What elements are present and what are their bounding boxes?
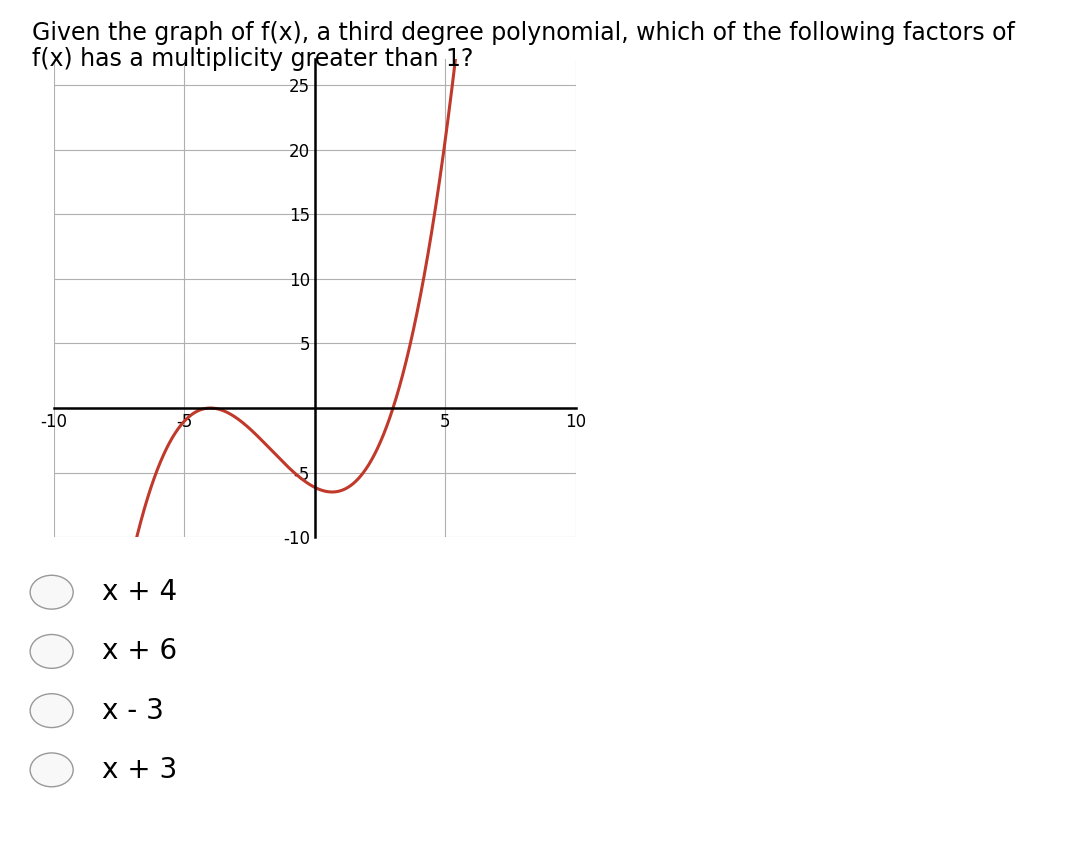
- Text: x + 6: x + 6: [102, 637, 178, 666]
- Text: x - 3: x - 3: [102, 696, 165, 725]
- Text: x + 3: x + 3: [102, 755, 178, 784]
- Text: f(x) has a multiplicity greater than 1?: f(x) has a multiplicity greater than 1?: [32, 47, 473, 70]
- Text: Given the graph of f(x), a third degree polynomial, which of the following facto: Given the graph of f(x), a third degree …: [32, 21, 1015, 45]
- Text: x + 4: x + 4: [102, 578, 178, 607]
